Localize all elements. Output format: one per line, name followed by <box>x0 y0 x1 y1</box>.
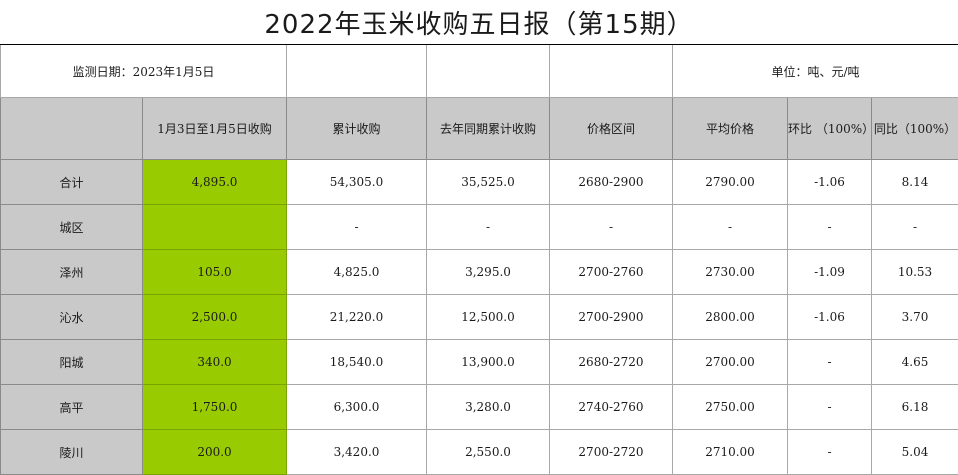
cumulative-purchase-cell: 21,220.0 <box>287 295 427 340</box>
last-year-cumulative-cell: 3,280.0 <box>427 385 550 430</box>
price-range-cell: 2700-2720 <box>550 430 673 475</box>
period-purchase-cell <box>143 205 287 250</box>
header-cell-yoy: 同比（100%） <box>872 98 958 160</box>
header-cell-cumulative: 累计收购 <box>287 98 427 160</box>
cumulative-purchase-cell: 3,420.0 <box>287 430 427 475</box>
year-on-year-cell: 10.53 <box>872 250 958 295</box>
header-cell-last-year: 去年同期累计收购 <box>427 98 550 160</box>
region-cell: 高平 <box>1 385 143 430</box>
meta-empty-cell <box>550 45 673 98</box>
meta-empty-cell <box>427 45 550 98</box>
period-purchase-cell: 4,895.0 <box>143 160 287 205</box>
average-price-cell: 2790.00 <box>673 160 788 205</box>
region-cell: 合计 <box>1 160 143 205</box>
month-on-month-cell: -1.09 <box>788 250 872 295</box>
table-row: 城区------ <box>1 205 958 250</box>
header-row: 1月3日至1月5日收购 累计收购 去年同期累计收购 价格区间 平均价格 环比 （… <box>1 98 958 160</box>
header-cell-avg-price: 平均价格 <box>673 98 788 160</box>
year-on-year-cell: 3.70 <box>872 295 958 340</box>
period-purchase-cell: 105.0 <box>143 250 287 295</box>
year-on-year-cell: 5.04 <box>872 430 958 475</box>
month-on-month-cell: - <box>788 340 872 385</box>
last-year-cumulative-cell: 2,550.0 <box>427 430 550 475</box>
cumulative-purchase-cell: 4,825.0 <box>287 250 427 295</box>
meta-row: 监测日期：2023年1月5日 单位：吨、元/吨 <box>1 45 958 98</box>
price-range-cell: 2680-2720 <box>550 340 673 385</box>
period-purchase-cell: 1,750.0 <box>143 385 287 430</box>
region-cell: 城区 <box>1 205 143 250</box>
average-price-cell: 2750.00 <box>673 385 788 430</box>
year-on-year-cell: 4.65 <box>872 340 958 385</box>
header-cell-mom: 环比 （100%） <box>788 98 872 160</box>
year-on-year-cell: 8.14 <box>872 160 958 205</box>
meta-empty-cell <box>287 45 427 98</box>
unit-label: 单位：吨、元/吨 <box>673 45 958 98</box>
month-on-month-cell: -1.06 <box>788 295 872 340</box>
average-price-cell: 2730.00 <box>673 250 788 295</box>
last-year-cumulative-cell: 3,295.0 <box>427 250 550 295</box>
region-cell: 沁水 <box>1 295 143 340</box>
price-range-cell: 2700-2900 <box>550 295 673 340</box>
last-year-cumulative-cell: 35,525.0 <box>427 160 550 205</box>
month-on-month-cell: - <box>788 205 872 250</box>
year-on-year-cell: 6.18 <box>872 385 958 430</box>
year-on-year-cell: - <box>872 205 958 250</box>
purchase-table: 监测日期：2023年1月5日 单位：吨、元/吨 1月3日至1月5日收购 累计收购… <box>0 45 958 475</box>
period-purchase-cell: 2,500.0 <box>143 295 287 340</box>
price-range-cell: - <box>550 205 673 250</box>
report-title: 2022年玉米收购五日报（第15期） <box>0 0 958 45</box>
header-cell-region <box>1 98 143 160</box>
price-range-cell: 2680-2900 <box>550 160 673 205</box>
header-cell-period: 1月3日至1月5日收购 <box>143 98 287 160</box>
price-range-cell: 2740-2760 <box>550 385 673 430</box>
month-on-month-cell: -1.06 <box>788 160 872 205</box>
average-price-cell: - <box>673 205 788 250</box>
average-price-cell: 2800.00 <box>673 295 788 340</box>
average-price-cell: 2710.00 <box>673 430 788 475</box>
region-cell: 陵川 <box>1 430 143 475</box>
period-purchase-cell: 200.0 <box>143 430 287 475</box>
last-year-cumulative-cell: 12,500.0 <box>427 295 550 340</box>
month-on-month-cell: - <box>788 385 872 430</box>
region-cell: 泽州 <box>1 250 143 295</box>
cumulative-purchase-cell: 6,300.0 <box>287 385 427 430</box>
month-on-month-cell: - <box>788 430 872 475</box>
period-purchase-cell: 340.0 <box>143 340 287 385</box>
header-cell-price-range: 价格区间 <box>550 98 673 160</box>
cumulative-purchase-cell: 18,540.0 <box>287 340 427 385</box>
cumulative-purchase-cell: - <box>287 205 427 250</box>
monitor-date: 监测日期：2023年1月5日 <box>1 45 287 98</box>
last-year-cumulative-cell: 13,900.0 <box>427 340 550 385</box>
cumulative-purchase-cell: 54,305.0 <box>287 160 427 205</box>
average-price-cell: 2700.00 <box>673 340 788 385</box>
last-year-cumulative-cell: - <box>427 205 550 250</box>
region-cell: 阳城 <box>1 340 143 385</box>
price-range-cell: 2700-2760 <box>550 250 673 295</box>
